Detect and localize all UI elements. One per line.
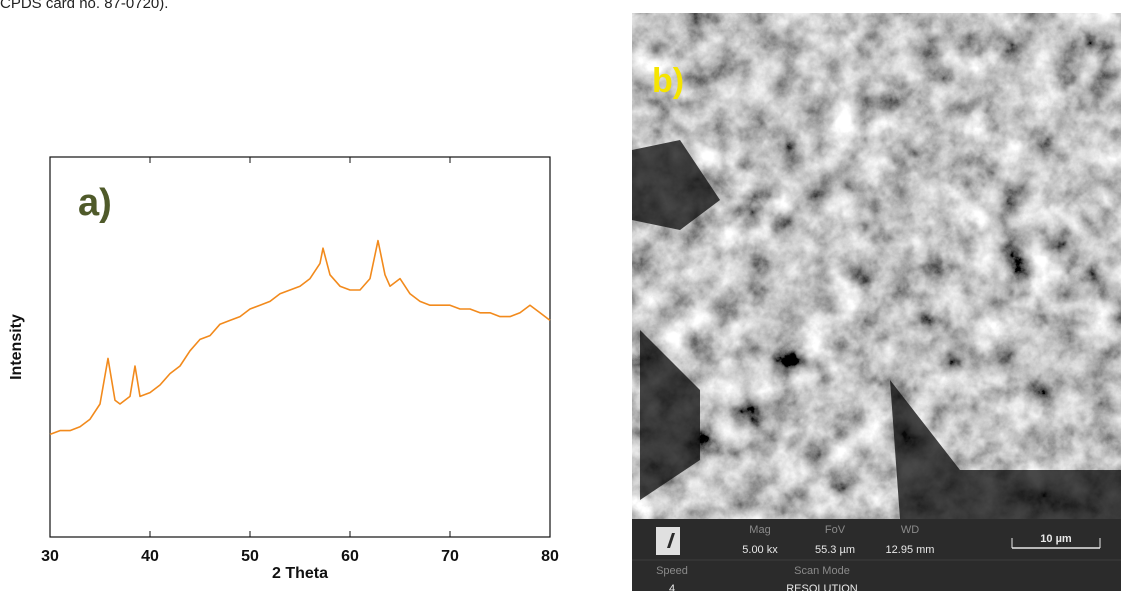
info-value: RESOLUTION [786,583,858,591]
x-tick-label: 80 [541,548,559,565]
y-axis-title: Intensity [8,314,25,380]
info-header: FoV [825,524,846,536]
panel-label: a) [78,182,112,224]
caption: CPDS card no. 87-0720). [0,0,168,12]
sem-panel-label: b) [652,62,684,100]
info-value: 5.00 kx [742,544,778,556]
scale-label: 10 µm [1040,533,1072,545]
logo-mark [667,533,675,548]
info-bar [632,519,1121,591]
logo [656,527,680,555]
data-line [49,239,551,436]
sem-image: b) 10 µm [632,13,1121,591]
x-axis-title: 2 Theta [272,565,328,582]
chart: 30 40 50 60 70 80 [41,157,559,565]
x-tick-label: 40 [141,548,159,565]
x-tick-label: 50 [241,548,259,565]
info-value: 55.3 µm [815,544,855,556]
plot-frame [49,156,551,538]
x-tick-label: 30 [41,548,59,565]
sem-shadow [632,140,1121,519]
x-tick-label: 70 [441,548,459,565]
x-tick-label: 60 [341,548,359,565]
info-header: Scan Mode [794,565,850,577]
info-header: Speed [656,565,688,577]
info-value: 12.95 mm [886,544,935,556]
info-header: WD [901,524,919,536]
sem-texture [632,13,1121,519]
info-header: Mag [749,524,770,536]
info-value: 4 [669,583,675,591]
